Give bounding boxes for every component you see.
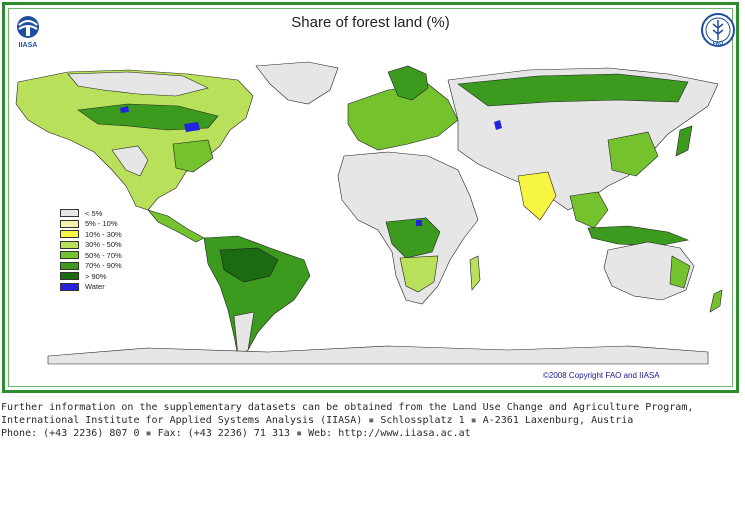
info-institute: International Institute for Applied Syst… [1, 414, 363, 426]
legend-swatch [60, 282, 79, 291]
iiasa-logo-text: IIASA [19, 42, 38, 49]
world-map [15, 61, 723, 365]
legend-swatch [60, 261, 79, 270]
amazon [219, 247, 279, 283]
patagonia [233, 311, 255, 357]
legend-label: Water [85, 282, 105, 292]
legend-label: 30% - 50% [85, 240, 122, 250]
japan [675, 125, 693, 157]
central-america [147, 209, 205, 243]
map-copyright: ©2008 Copyright FAO and IIASA [543, 371, 660, 380]
info-phone: Phone: (+43 2236) 807 0 [1, 427, 140, 439]
congo-basin [385, 217, 441, 259]
australia [603, 241, 695, 301]
antarctica [47, 345, 709, 365]
fao-logo: FAO [701, 13, 735, 47]
iiasa-logo: IIASA [17, 16, 39, 49]
fao-logo-text: FAO [713, 41, 723, 47]
southeast-asia [569, 191, 609, 229]
australia-east-forest [669, 255, 691, 289]
info-line-3: Phone: (+43 2236) 807 0 ▪ Fax: (+43 2236… [1, 428, 743, 441]
legend-swatch [60, 240, 79, 249]
scandinavia [387, 65, 429, 101]
separator-icon: ▪ [296, 427, 303, 439]
legend-swatch [60, 209, 79, 218]
separator-icon: ▪ [368, 414, 375, 426]
legend-item: 10% - 30% [60, 229, 122, 240]
new-zealand [709, 289, 723, 313]
us-east [172, 139, 214, 173]
siberia-forest [457, 73, 689, 107]
legend-label: 5% - 10% [85, 219, 118, 229]
legend-item: 50% - 70% [60, 250, 122, 261]
info-street: Schlossplatz 1 [380, 414, 465, 426]
water-bodies [120, 106, 502, 226]
map-frame: IIASA Share of forest land (%) FAO [2, 2, 739, 393]
legend-swatch [60, 251, 79, 260]
indonesia [587, 225, 690, 247]
info-line-2: International Institute for Applied Syst… [1, 415, 743, 428]
greenland [255, 61, 339, 105]
legend-item: < 5% [60, 208, 122, 219]
north-america [15, 69, 254, 211]
africa-south-forest [399, 255, 439, 293]
legend-item: > 90% [60, 271, 122, 282]
legend-swatch [60, 272, 79, 281]
legend-label: > 90% [85, 271, 107, 281]
legend-swatch [60, 230, 79, 239]
info-fax: Fax: (+43 2236) 71 313 [157, 427, 291, 439]
legend-item: 70% - 90% [60, 261, 122, 272]
us-west [111, 145, 149, 177]
legend-label: 10% - 30% [85, 229, 122, 239]
info-web[interactable]: Web: http://www.iiasa.ac.at [308, 427, 471, 439]
map-title: Share of forest land (%) [291, 14, 450, 31]
legend-label: 70% - 90% [85, 261, 122, 271]
legend-item: 5% - 10% [60, 219, 122, 230]
boreal-forest [77, 103, 219, 131]
legend-label: 50% - 70% [85, 250, 122, 260]
separator-icon: ▪ [470, 414, 477, 426]
india [517, 171, 557, 221]
map-frame-inner [8, 8, 733, 387]
legend-item: Water [60, 282, 122, 293]
canada-north [67, 71, 209, 97]
info-line-1: Further information on the supplementary… [1, 402, 694, 413]
info-city: A-2361 Laxenburg, Austria [482, 414, 634, 426]
legend-swatch [60, 219, 79, 228]
info-footer: Further information on the supplementary… [1, 402, 743, 440]
separator-icon: ▪ [145, 427, 152, 439]
legend-label: < 5% [85, 208, 103, 218]
madagascar [469, 255, 481, 291]
map-legend: < 5% 5% - 10% 10% - 30% 30% - 50% 50% - 70% 7… [60, 208, 122, 292]
legend-item: 30% - 50% [60, 240, 122, 251]
east-asia-forest [607, 131, 659, 177]
